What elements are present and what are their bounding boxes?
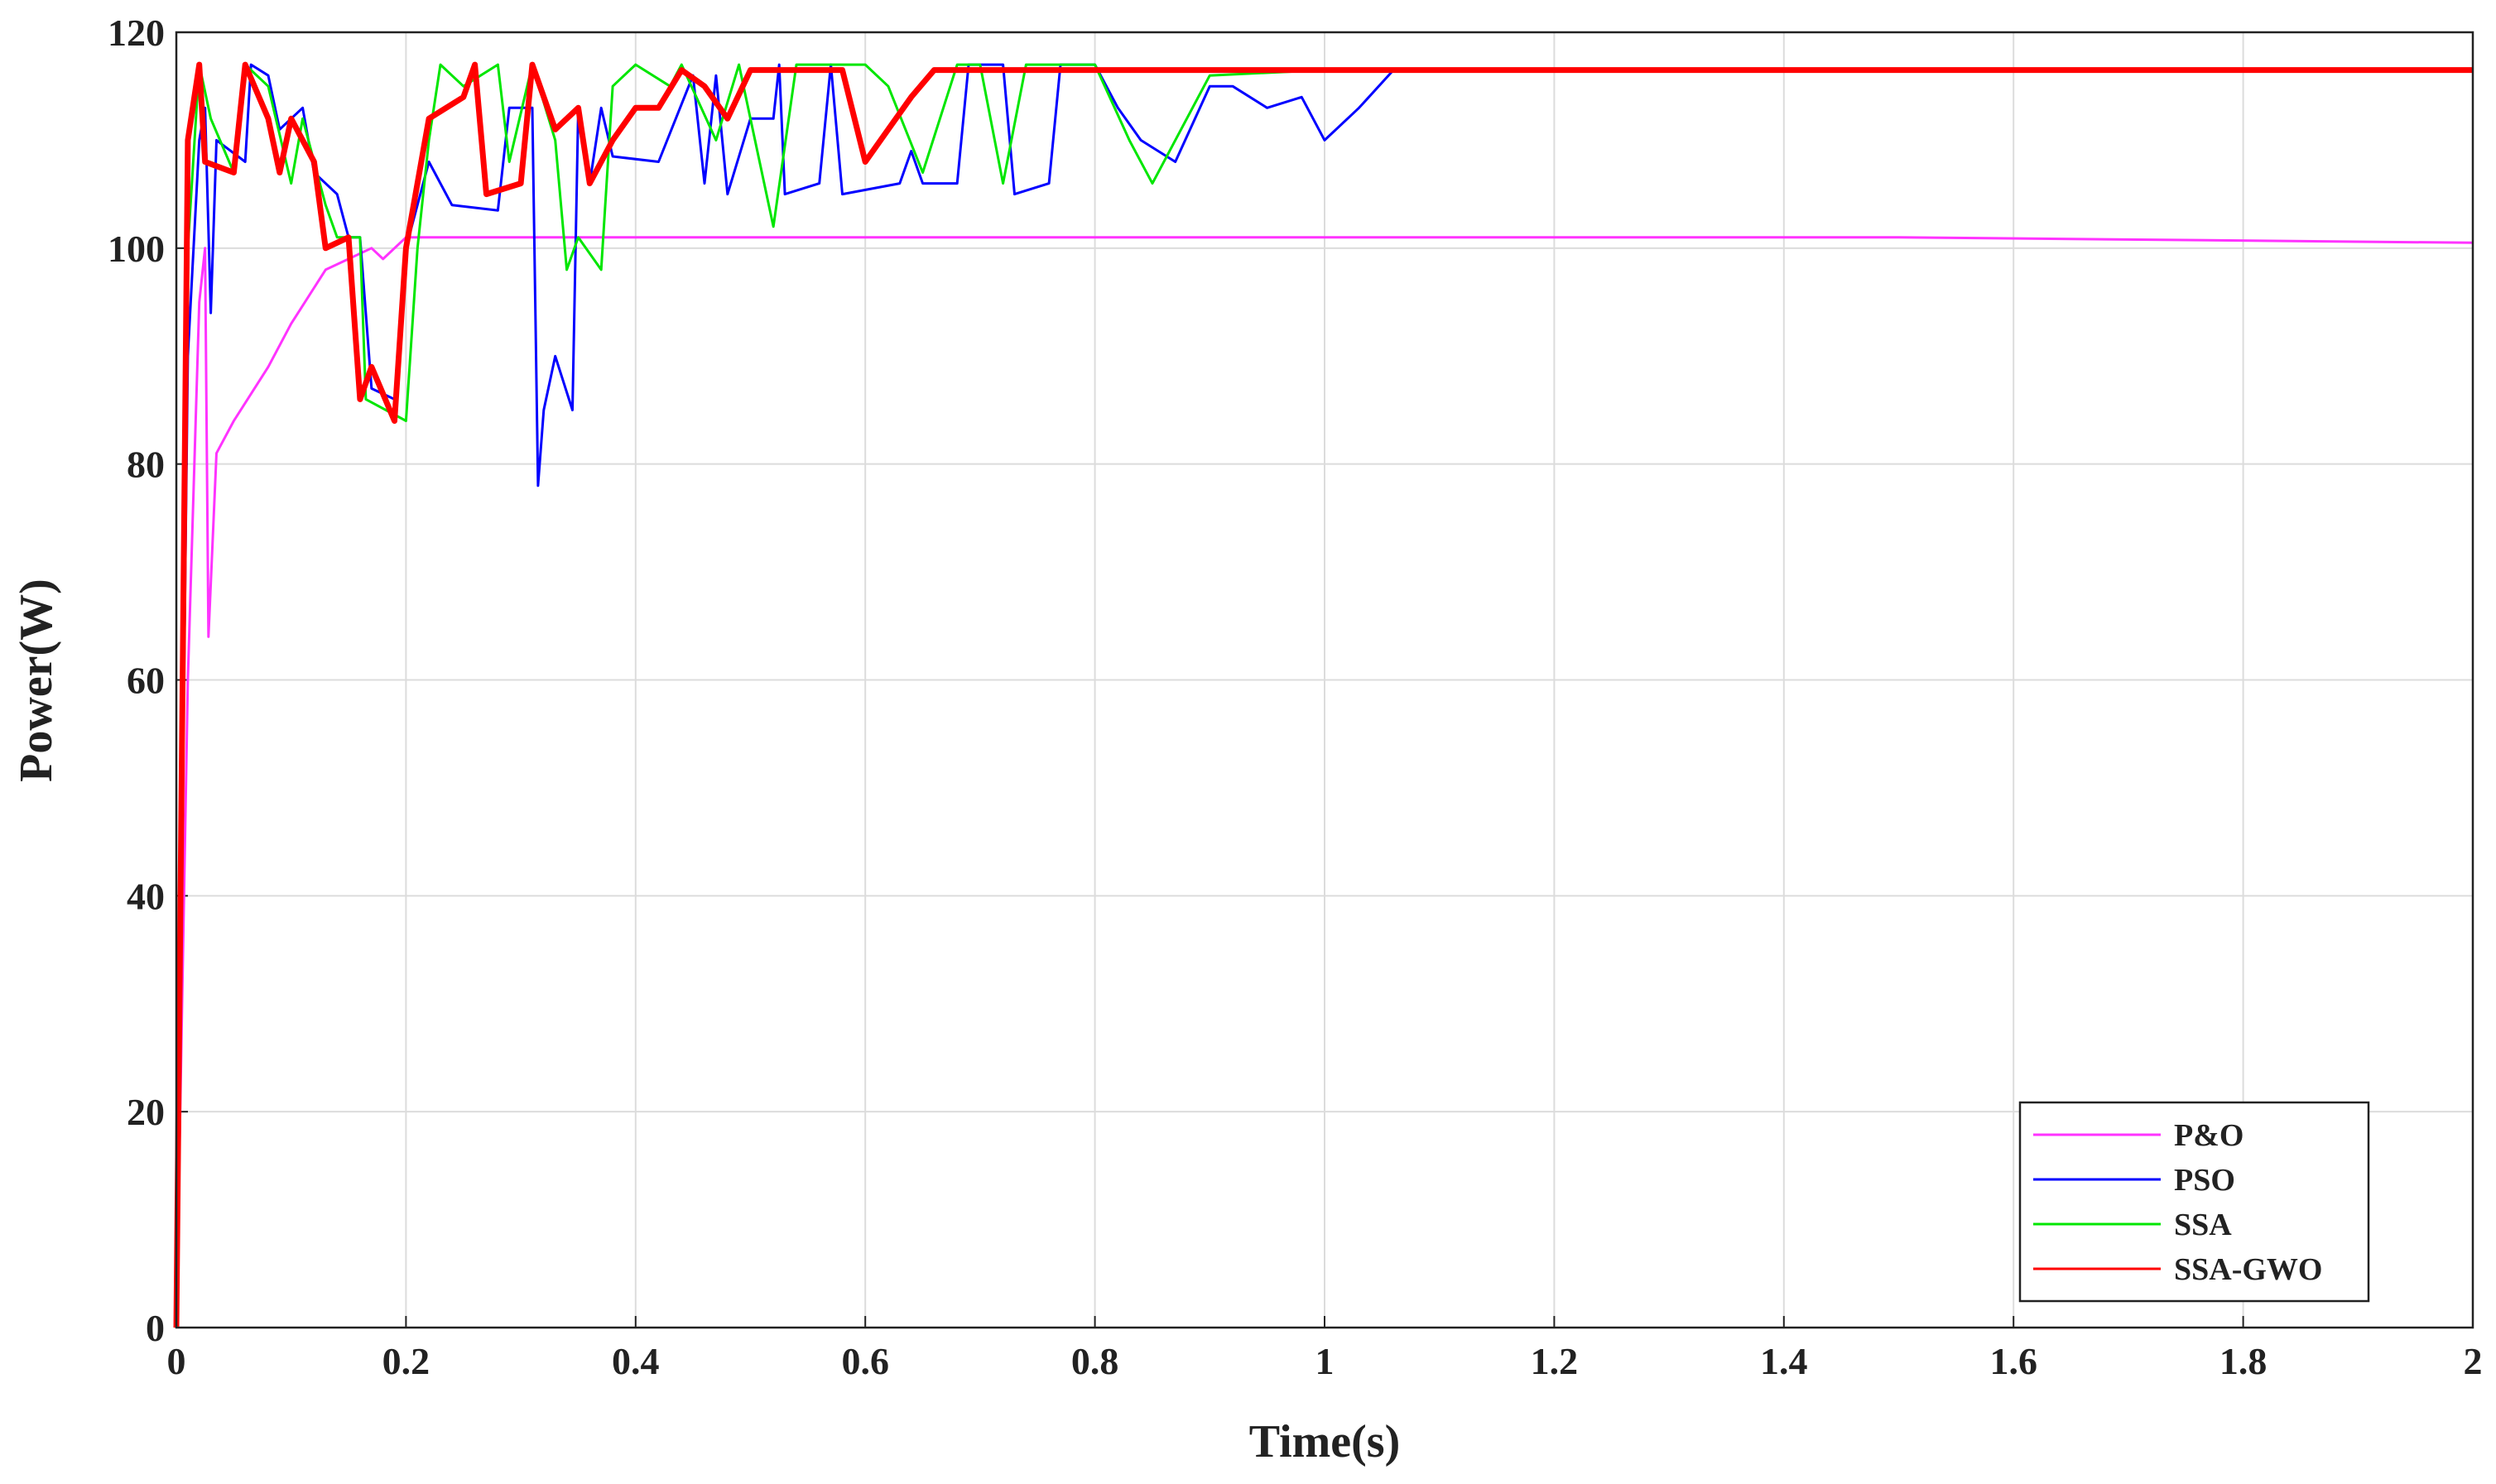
- legend-label: PSO: [2174, 1163, 2235, 1198]
- x-tick-label: 0.8: [1071, 1340, 1119, 1382]
- x-axis-label: Time(s): [1249, 1416, 1401, 1467]
- legend-label: SSA: [2174, 1208, 2232, 1242]
- y-tick-label: 40: [127, 875, 165, 917]
- x-tick-label: 0: [167, 1340, 186, 1382]
- data-line: [173, 61, 2473, 1328]
- x-tick-label: 1: [1315, 1340, 1335, 1382]
- x-tick-label: 1.4: [1760, 1340, 1808, 1382]
- legend-label: P&O: [2174, 1118, 2244, 1153]
- x-tick-label: 2: [2464, 1340, 2483, 1382]
- data-line: [175, 63, 2473, 1328]
- y-tick-label: 60: [127, 660, 165, 702]
- x-tick-label: 0.2: [382, 1340, 430, 1382]
- x-tick-label: 1.8: [2219, 1340, 2268, 1382]
- y-axis-label: Power(W): [11, 579, 62, 782]
- x-tick-label: 0.4: [612, 1340, 660, 1382]
- data-line: [175, 236, 2474, 1328]
- y-tick-label: 20: [127, 1091, 165, 1133]
- plot-frame: [175, 31, 2474, 1329]
- x-tick-label: 0.6: [841, 1340, 889, 1382]
- x-tick-label: 1.6: [1989, 1340, 2037, 1382]
- y-tick-label: 100: [108, 228, 165, 270]
- legend-label: SSA-GWO: [2174, 1252, 2322, 1287]
- y-tick-label: 120: [108, 12, 165, 54]
- y-tick-label: 0: [146, 1307, 165, 1349]
- data-line: [175, 63, 2473, 1328]
- x-tick-label: 1.2: [1531, 1340, 1579, 1382]
- y-tick-label: 80: [127, 444, 165, 486]
